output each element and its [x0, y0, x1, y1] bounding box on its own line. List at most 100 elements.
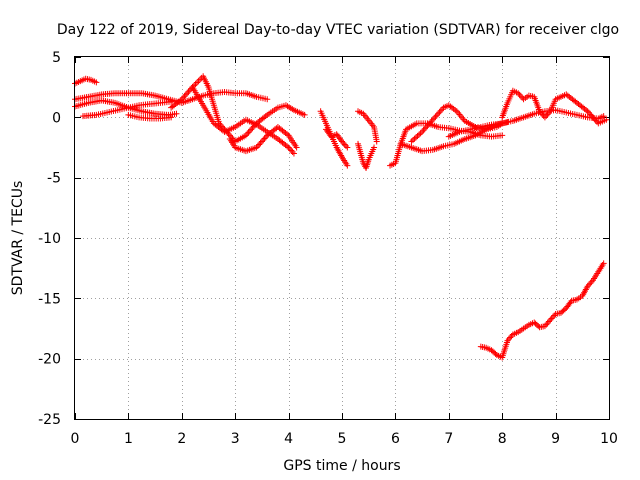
data-point [264, 96, 271, 103]
x-axis-label: GPS time / hours [283, 458, 400, 474]
data-point [409, 137, 416, 144]
y-tick-label: -10 [38, 231, 61, 247]
axis-ticks: 0 1 2 3 4 5 6 7 8 9 10 5 0 -5 -10 -15 -20 -25 [38, 50, 618, 447]
x-tick-label: 2 [177, 431, 186, 447]
series-track-q [499, 87, 610, 127]
data-point [290, 150, 297, 157]
data-point [289, 149, 296, 156]
x-tick-label: 5 [338, 431, 347, 447]
series-track-k [355, 140, 378, 172]
series-track-r [477, 260, 607, 361]
data-point [181, 93, 188, 100]
data-point [545, 318, 552, 325]
data-point [197, 76, 204, 83]
data-point [371, 144, 378, 151]
data-point [93, 79, 100, 86]
x-tick-label: 9 [551, 431, 560, 447]
y-tick-label: -25 [38, 412, 61, 428]
data-point [343, 142, 350, 149]
y-tick-label: 0 [52, 110, 61, 126]
data-point [258, 138, 265, 145]
data-point [433, 112, 440, 119]
chart-title: Day 122 of 2019, Sidereal Day-to-day VTE… [57, 22, 619, 38]
data-point [499, 132, 506, 139]
data-point [262, 133, 269, 140]
data-point [492, 350, 499, 357]
x-tick-label: 6 [391, 431, 400, 447]
x-tick-label: 0 [71, 431, 80, 447]
data-point [288, 147, 295, 154]
x-tick-label: 4 [284, 431, 293, 447]
data-point [547, 317, 554, 324]
x-tick-label: 3 [231, 431, 240, 447]
data-point [600, 260, 607, 267]
data-point [507, 334, 514, 341]
data-point [168, 114, 175, 121]
data-point [549, 314, 556, 321]
data-point [256, 141, 263, 148]
plot-frame [74, 56, 610, 420]
data-point [421, 125, 428, 132]
data-point [186, 87, 193, 94]
data-point [373, 138, 380, 145]
y-tick-label: 5 [52, 50, 61, 66]
series-track-p [445, 107, 607, 140]
data-point [260, 136, 267, 143]
data-point [301, 111, 308, 118]
data-point [184, 90, 191, 97]
series-track-i [317, 108, 351, 169]
data-point [603, 116, 610, 123]
data-point [541, 114, 548, 121]
data-point [431, 115, 438, 122]
series-track-a [72, 75, 100, 87]
data-point [416, 131, 423, 138]
data-point [543, 112, 550, 119]
data-point [344, 162, 351, 169]
data-point [185, 88, 192, 95]
data-point [173, 110, 180, 117]
data-point [195, 77, 202, 84]
data-point [408, 138, 415, 145]
data-point [182, 91, 189, 98]
data-point [435, 110, 442, 117]
data-point [341, 141, 348, 148]
series-track-d [80, 98, 175, 120]
data-point [600, 113, 607, 120]
x-tick-label: 1 [124, 431, 133, 447]
data-point [248, 126, 255, 133]
data-point [437, 107, 444, 114]
x-tick-label: 8 [498, 431, 507, 447]
data-points [72, 73, 610, 361]
data-point [589, 114, 596, 121]
series-track-j [322, 126, 351, 151]
data-point [419, 128, 426, 135]
data-point [587, 280, 594, 287]
data-point [432, 113, 439, 120]
data-point [257, 139, 264, 146]
data-point [411, 135, 418, 142]
data-point [585, 109, 592, 116]
y-tick-label: -15 [38, 291, 61, 307]
x-tick-label: 7 [444, 431, 453, 447]
series-track-h [226, 123, 300, 155]
y-axis-label: SDTVAR / TECUs [10, 181, 26, 296]
y-tick-label: -20 [38, 352, 61, 368]
data-point [412, 134, 419, 141]
data-point [286, 146, 293, 153]
data-point [436, 109, 443, 116]
series-track-f [168, 73, 308, 145]
data-point [420, 127, 427, 134]
data-point [548, 315, 555, 322]
x-tick-label: 10 [600, 431, 618, 447]
y-tick-label: -5 [47, 171, 61, 187]
data-point [293, 144, 300, 151]
data-point [245, 129, 252, 136]
series-track-l [355, 108, 380, 145]
series-track-g [189, 84, 297, 157]
data-point [423, 124, 430, 131]
data-point [344, 144, 351, 151]
data-point [194, 79, 201, 86]
data-point [414, 132, 421, 139]
series-track-e [125, 111, 175, 122]
